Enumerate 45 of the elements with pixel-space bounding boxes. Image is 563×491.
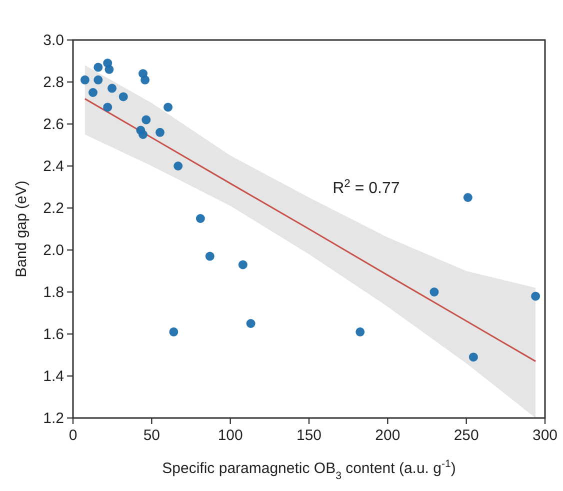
point	[356, 327, 365, 336]
point	[140, 75, 150, 84]
y-tick-label: 1.6	[43, 326, 64, 343]
y-axis-title: Band gap (eV)	[13, 180, 30, 278]
x-tick-label: 200	[375, 427, 400, 444]
point	[246, 319, 256, 328]
x-tick-label: 50	[143, 427, 160, 444]
point	[104, 64, 114, 74]
point	[169, 327, 178, 336]
x-axis-title: Specific paramagnetic OB$_{3}$ content (a.u. g$^{-1}$)	[162, 458, 456, 482]
y-tick-label: 2.0	[43, 242, 64, 259]
point	[103, 102, 112, 112]
x-tick-label: 0	[68, 427, 78, 444]
point	[156, 128, 165, 137]
point	[108, 84, 117, 93]
line-series	[84, 98, 536, 362]
x-tick-label: 300	[532, 427, 558, 444]
point	[238, 260, 248, 270]
y-tick-label: 2.4	[43, 158, 64, 175]
point	[196, 214, 205, 223]
point	[430, 288, 439, 296]
y-tick-label: 3.0	[43, 32, 64, 49]
point	[531, 292, 540, 301]
annotation: R$^{2}$ = 0.77	[332, 178, 400, 197]
x-tick-label: 250	[454, 427, 479, 444]
y-tick-label: 1.4	[43, 368, 64, 385]
y-tick-label: 2.6	[43, 116, 64, 133]
y-tick-label: 2.2	[43, 200, 64, 217]
point	[94, 75, 103, 84]
point	[118, 92, 128, 102]
point	[468, 352, 478, 362]
y-tick-label: 2.8	[43, 74, 64, 91]
point	[88, 88, 98, 97]
point	[80, 75, 90, 84]
point	[174, 162, 183, 170]
point	[463, 193, 472, 202]
x-tick-label: 100	[218, 427, 243, 444]
point	[164, 102, 173, 112]
point	[94, 62, 103, 72]
y-tick-label: 1.8	[43, 284, 64, 301]
y-tick-label: 1.2	[43, 410, 64, 427]
x-tick-label: 150	[296, 427, 322, 444]
point	[205, 252, 214, 261]
point	[138, 130, 148, 139]
point	[142, 115, 151, 124]
